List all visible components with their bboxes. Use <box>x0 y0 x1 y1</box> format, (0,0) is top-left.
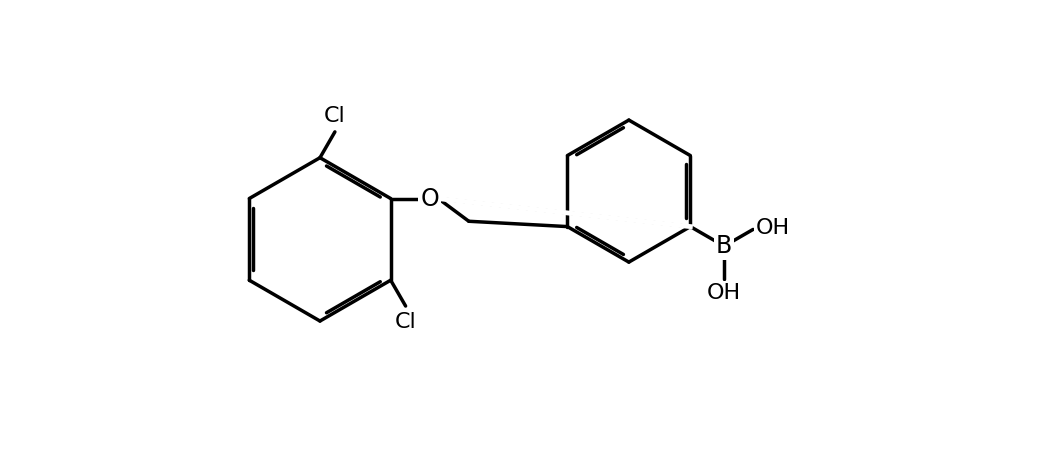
Text: O: O <box>420 187 439 210</box>
Text: Cl: Cl <box>324 106 345 126</box>
Text: OH: OH <box>707 283 742 303</box>
Text: OH: OH <box>756 218 790 237</box>
Text: B: B <box>717 234 732 258</box>
Text: Cl: Cl <box>395 312 416 332</box>
